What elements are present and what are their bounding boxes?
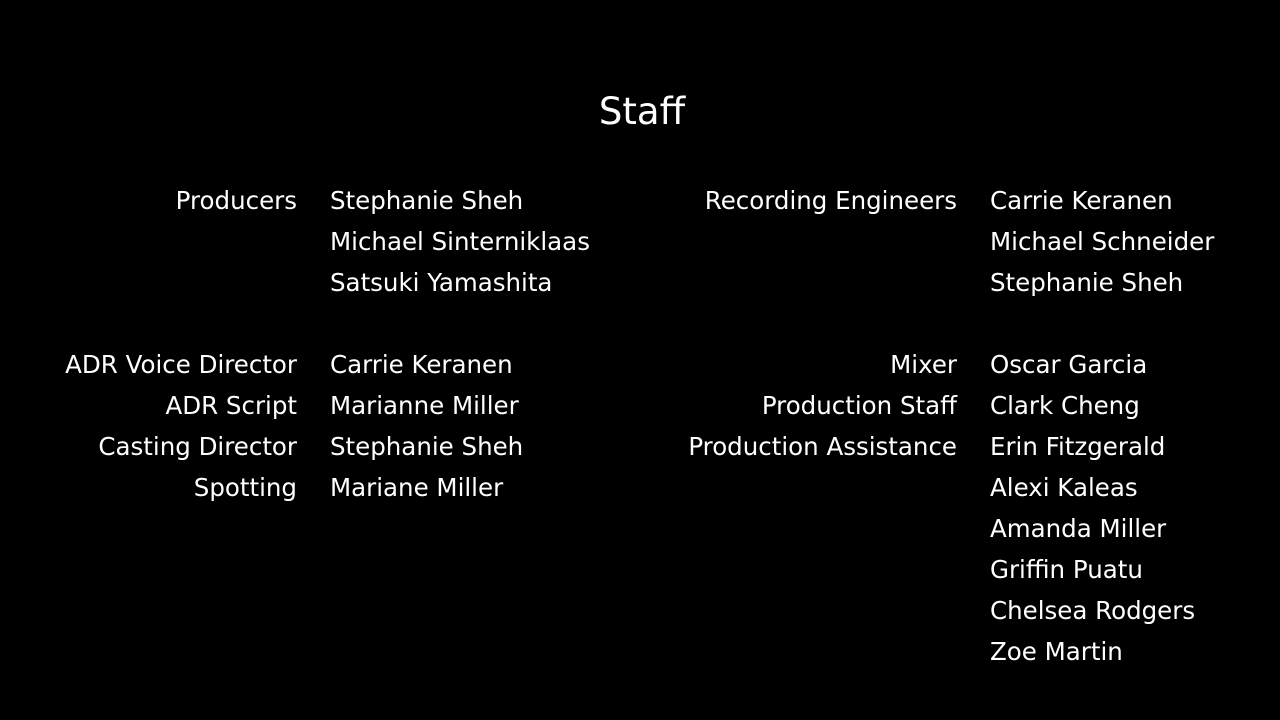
credit-role: Producers <box>175 186 297 215</box>
credit-role: Production Assistance <box>688 432 957 461</box>
credit-row: Production Staff Clark Cheng <box>0 385 1280 426</box>
credit-name: Chelsea Rodgers <box>990 596 1196 625</box>
credit-name: Alexi Kaleas <box>990 473 1138 502</box>
credit-row: Michael Sinterniklaas <box>0 221 1280 262</box>
credit-row: Alexi Kaleas <box>0 467 1280 508</box>
credit-name: Carrie Keranen <box>330 350 513 379</box>
credit-row: Mixer Oscar Garcia <box>0 344 1280 385</box>
credit-name: Stephanie Sheh <box>330 432 524 461</box>
credits-column-right: Recording Engineers Carrie Keranen Michael… <box>0 180 1280 672</box>
credit-row: ADR Voice Director Carrie Keranen <box>0 344 1280 385</box>
credit-row: Recording Engineers Carrie Keranen <box>0 180 1280 221</box>
credit-role: ADR Voice Director <box>65 350 297 379</box>
credit-role: Spotting <box>193 473 297 502</box>
credit-row: Stephanie Sheh <box>0 262 1280 303</box>
credit-row: Griffin Puatu <box>0 549 1280 590</box>
credit-row: Michael Schneider <box>0 221 1280 262</box>
group-spacer <box>0 303 1280 344</box>
credit-name: Marianne Miller <box>330 391 519 420</box>
credits-column-left: Producers Stephanie Sheh Michael Sinternik… <box>0 180 1280 508</box>
credit-row: Zoe Martin <box>0 631 1280 672</box>
credit-name: Clark Cheng <box>990 391 1140 420</box>
credit-row: Spotting Mariane Miller <box>0 467 1280 508</box>
credits-title: Staff <box>598 90 686 133</box>
credit-row: Chelsea Rodgers <box>0 590 1280 631</box>
credit-name: Oscar Garcia <box>990 350 1148 379</box>
credit-row: Satsuki Yamashita <box>0 262 1280 303</box>
credit-name: Griffin Puatu <box>990 555 1143 584</box>
credit-row: Amanda Miller <box>0 508 1280 549</box>
credit-name: Stephanie Sheh <box>330 186 524 215</box>
credit-name: Amanda Miller <box>990 514 1167 543</box>
credit-name: Satsuki Yamashita <box>330 268 553 297</box>
credit-name: Michael Schneider <box>990 227 1215 256</box>
credit-row: Casting Director Stephanie Sheh <box>0 426 1280 467</box>
credit-name: Michael Sinterniklaas <box>330 227 590 256</box>
credit-name: Mariane Miller <box>330 473 504 502</box>
credit-name: Stephanie Sheh <box>990 268 1184 297</box>
credit-role: Casting Director <box>98 432 297 461</box>
credit-role: Recording Engineers <box>704 186 957 215</box>
credit-role: Production Staff <box>761 391 957 420</box>
credit-role: ADR Script <box>165 391 298 420</box>
credit-name: Carrie Keranen <box>990 186 1173 215</box>
credit-row: Production Assistance Erin Fitzgerald <box>0 426 1280 467</box>
credit-row: ADR Script Marianne Miller <box>0 385 1280 426</box>
credit-row: Producers Stephanie Sheh <box>0 180 1280 221</box>
credit-name: Erin Fitzgerald <box>990 432 1166 461</box>
credit-role: Mixer <box>890 350 957 379</box>
credit-name: Zoe Martin <box>990 637 1123 666</box>
